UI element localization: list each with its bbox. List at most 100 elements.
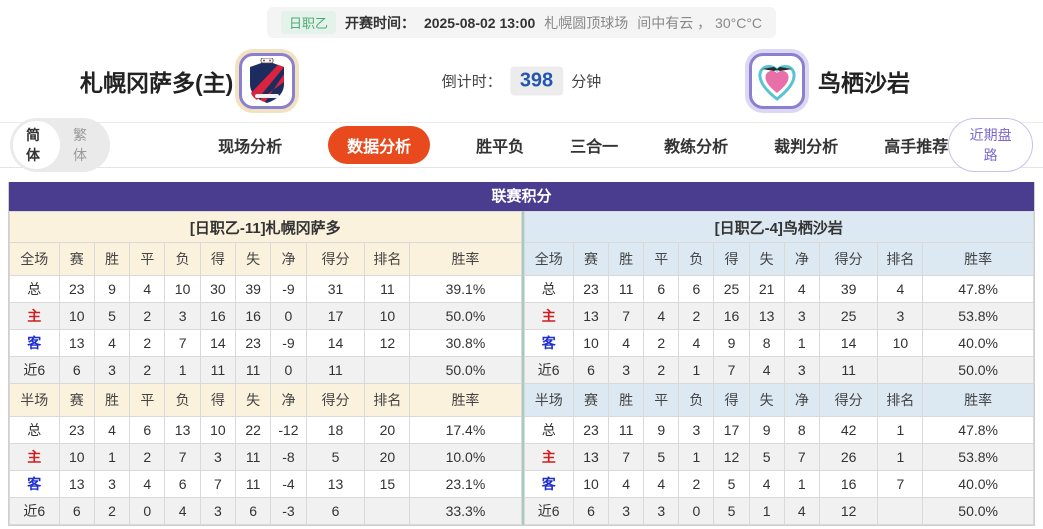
stat-cell: 7 [783, 443, 820, 471]
column-header: 胜率 [922, 242, 1034, 276]
row-label: 主 [523, 302, 574, 330]
stat-cell: 16 [235, 302, 272, 330]
stat-cell: 6 [58, 356, 95, 384]
stat-cell: 30.8% [409, 329, 522, 357]
stat-cell: 1 [678, 356, 715, 384]
row-label: 客 [523, 470, 574, 498]
column-header: 负 [678, 383, 715, 417]
column-header: 净 [270, 242, 307, 276]
column-header: 得 [199, 383, 237, 417]
stat-cell: 5 [93, 302, 131, 330]
stat-cell: 10 [364, 302, 411, 330]
stat-cell: 3 [93, 470, 131, 498]
stat-cell: 10 [58, 443, 95, 471]
stat-cell: 12 [364, 329, 411, 357]
stat-cell: 4 [164, 497, 201, 525]
stat-cell: 42 [818, 416, 879, 444]
stat-cell: 9 [713, 329, 750, 357]
match-header: 札幌冈萨多(主) 倒计时： 398 分钟 鸟栖沙岩 [0, 40, 1043, 122]
column-header: 失 [235, 383, 272, 417]
row-label: 近6 [523, 497, 574, 525]
row-label: 近6 [523, 356, 574, 384]
stat-cell: 39 [235, 275, 272, 303]
stat-cell: 5 [713, 470, 750, 498]
column-header: 失 [748, 242, 785, 276]
stat-cell: 1 [783, 329, 820, 357]
stat-cell: 3 [678, 416, 715, 444]
stat-cell: 1 [877, 443, 924, 471]
column-header: 胜率 [409, 242, 522, 276]
column-header: 赛 [572, 242, 610, 276]
table-row: 主 13 7 4 2 16 13 3 25 3 53.8% [523, 302, 1034, 330]
stat-cell: -4 [270, 470, 307, 498]
away-crest-icon [758, 65, 796, 101]
stat-cell: 26 [818, 443, 879, 471]
column-header: 胜率 [409, 383, 522, 417]
stat-cell: 16 [199, 302, 237, 330]
column-header: 赛 [58, 383, 95, 417]
table-row: 近6 6 2 0 4 3 6 -3 6 33.3% [9, 497, 522, 525]
stat-cell: 10 [572, 470, 610, 498]
stat-cell: 3 [164, 302, 201, 330]
stat-cell: 17.4% [409, 416, 522, 444]
countdown-unit: 分钟 [571, 73, 602, 91]
stat-cell [364, 497, 411, 525]
stat-cell: 7 [608, 302, 645, 330]
column-header: 半场 [523, 383, 574, 417]
stat-cell: 20 [364, 416, 411, 444]
tab-expert-picks[interactable]: 高手推荐 [884, 139, 949, 156]
row-label: 客 [9, 470, 60, 498]
stat-cell: 50.0% [922, 356, 1034, 384]
tab-win-draw-loss[interactable]: 胜平负 [476, 139, 525, 156]
stat-cell: 13 [748, 302, 785, 330]
board-title: 联赛积分 [9, 182, 1034, 211]
lang-traditional[interactable]: 繁体 [73, 127, 88, 163]
stat-cell: 50.0% [409, 302, 522, 330]
column-header: 平 [643, 242, 680, 276]
table-row: 总 23 11 6 6 25 21 4 39 4 47.8% [523, 275, 1034, 303]
recent-trends-button[interactable]: 近期盘路 [948, 118, 1033, 172]
stat-cell: 11 [235, 470, 272, 498]
stat-cell: 25 [713, 275, 750, 303]
stat-cell: 1 [164, 356, 201, 384]
column-header: 负 [164, 383, 201, 417]
row-label: 主 [9, 443, 60, 471]
stat-cell: -3 [270, 497, 307, 525]
stat-cell: 10 [572, 329, 610, 357]
table-row: 近6 6 3 3 0 5 1 4 12 50.0% [523, 497, 1034, 525]
stat-cell: 6 [164, 470, 201, 498]
stat-cell: 23.1% [409, 470, 522, 498]
row-label: 总 [9, 275, 60, 303]
tab-live-analysis[interactable]: 现场分析 [218, 139, 283, 156]
stat-cell: 13 [305, 470, 366, 498]
column-header: 全场 [523, 242, 574, 276]
stat-cell: 17 [305, 302, 366, 330]
table-row: 客 10 4 4 2 5 4 1 16 7 40.0% [523, 470, 1034, 498]
tab-bar: 简体 繁体 现场分析 数据分析 胜平负 三合一 教练分析 裁判分析 高手推荐 近期盘路 [0, 118, 1043, 172]
stat-cell: 11 [199, 356, 237, 384]
stat-cell [877, 497, 924, 525]
stat-cell: 14 [199, 329, 237, 357]
stat-cell: 21 [748, 275, 785, 303]
stat-cell: 3 [877, 302, 924, 330]
stat-cell: 4 [93, 329, 131, 357]
column-header: 平 [129, 242, 166, 276]
stat-cell: 23 [572, 416, 610, 444]
lang-simplified[interactable]: 简体 [13, 121, 61, 169]
stat-cell: 11 [364, 275, 411, 303]
column-header: 排名 [877, 383, 924, 417]
tab-coach-analysis[interactable]: 教练分析 [664, 139, 729, 156]
tab-three-in-one[interactable]: 三合一 [570, 139, 619, 156]
stat-cell: 6 [305, 497, 366, 525]
stat-cell: 0 [270, 302, 307, 330]
tab-data-analysis[interactable]: 数据分析 [328, 126, 431, 164]
tab-referee-analysis[interactable]: 裁判分析 [774, 139, 839, 156]
kickoff-time: 2025-08-02 13:00 [423, 14, 536, 31]
stat-cell: 12 [713, 443, 750, 471]
column-header: 负 [678, 242, 715, 276]
stat-cell: 50.0% [409, 356, 522, 384]
column-header: 胜率 [922, 383, 1034, 417]
weather-text: 间中有云 ， 30°C°C [637, 14, 763, 31]
stat-cell: 10 [58, 302, 95, 330]
home-crest-icon [250, 58, 284, 103]
